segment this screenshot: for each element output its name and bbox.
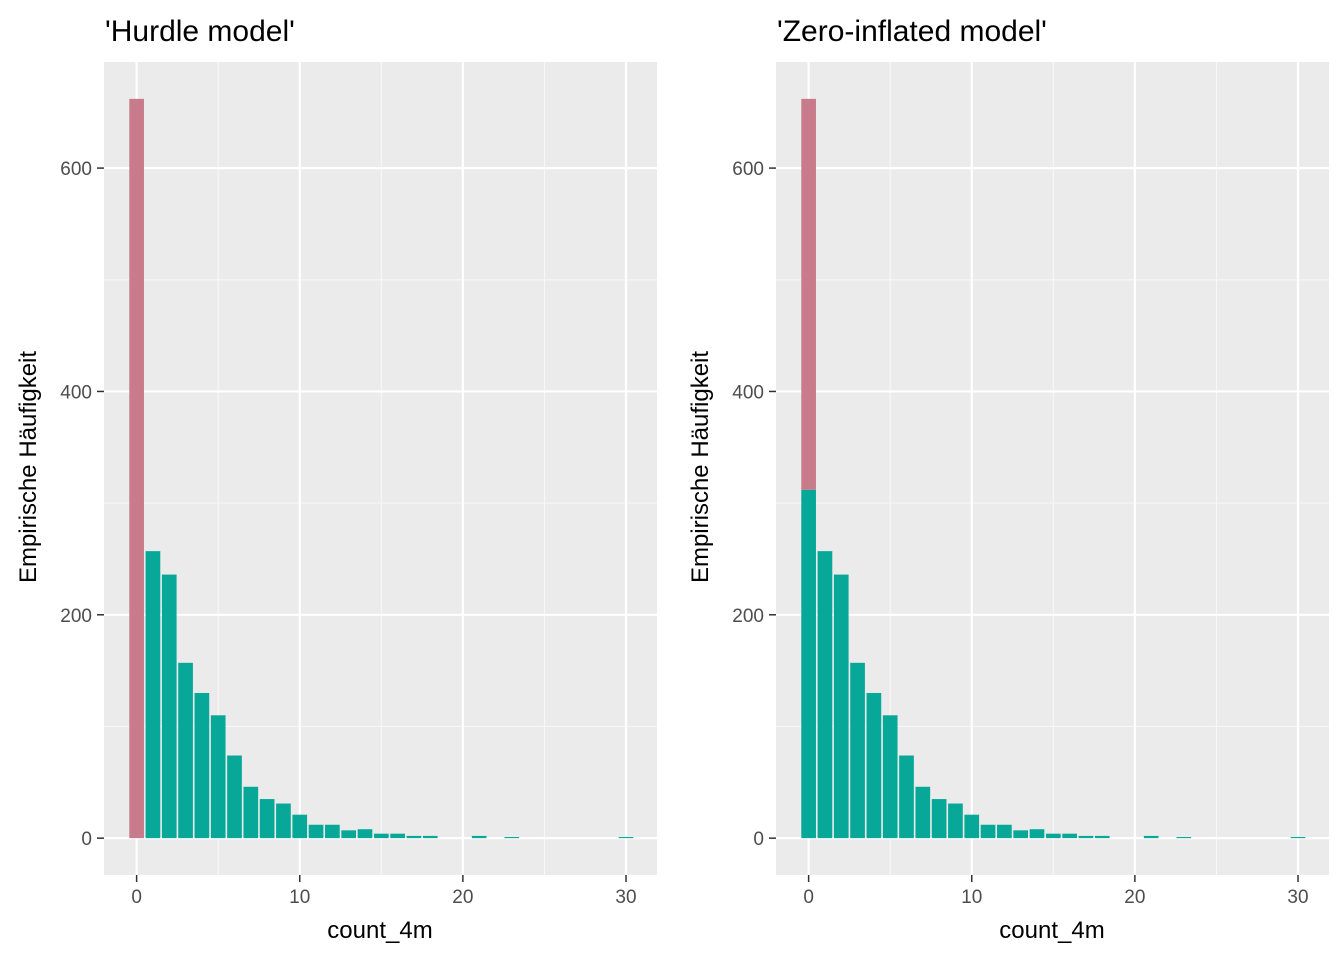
bar xyxy=(833,574,849,839)
x-axis-title: count_4m xyxy=(327,917,432,944)
bar xyxy=(276,803,291,839)
bar xyxy=(210,715,226,839)
plot-area: 0 10 20 30 0 200 400 600 xyxy=(60,62,657,908)
y-axis-title: Empirische Häufigkeit xyxy=(687,351,714,583)
bar xyxy=(1143,835,1159,839)
bar xyxy=(325,824,340,839)
bar xyxy=(292,814,308,839)
x-tick-label: 0 xyxy=(131,887,142,908)
bar xyxy=(504,837,520,839)
y-tick-label: 400 xyxy=(732,382,764,403)
bar xyxy=(1045,833,1061,839)
bar xyxy=(915,786,931,839)
bar xyxy=(964,814,980,839)
x-tick-label: 20 xyxy=(1124,887,1145,908)
bar xyxy=(850,662,865,839)
bar xyxy=(1094,835,1110,839)
bar xyxy=(243,786,259,839)
bar xyxy=(948,803,963,839)
bar xyxy=(1062,833,1077,839)
bar xyxy=(390,833,405,839)
x-tick-label: 0 xyxy=(803,887,814,908)
chart-title: 'Hurdle model' xyxy=(105,15,295,48)
y-tick-label: 400 xyxy=(60,382,92,403)
x-tick-label: 10 xyxy=(961,887,982,908)
bar xyxy=(471,835,487,839)
bar xyxy=(341,830,357,839)
bar xyxy=(194,692,210,839)
plot-area: 0 10 20 30 0 200 400 600 xyxy=(732,62,1329,908)
y-axis-title: Empirische Häufigkeit xyxy=(15,351,42,583)
bar xyxy=(373,833,389,839)
bar xyxy=(899,755,914,839)
y-tick-label: 200 xyxy=(732,606,764,627)
y-tick-label: 0 xyxy=(753,829,764,850)
chart-title: 'Zero-inflated model' xyxy=(777,15,1047,48)
bar xyxy=(161,574,177,839)
bar xyxy=(817,551,833,839)
y-tick-label: 600 xyxy=(60,159,92,180)
bar xyxy=(1290,837,1306,839)
bar xyxy=(129,98,144,839)
bar xyxy=(1029,829,1045,839)
bar xyxy=(1078,835,1094,839)
bar xyxy=(178,662,193,839)
x-tick-label: 30 xyxy=(615,887,636,908)
bar xyxy=(618,837,634,839)
bar xyxy=(1176,837,1192,839)
y-tick-label: 600 xyxy=(732,159,764,180)
bar xyxy=(997,824,1012,839)
bar xyxy=(1013,830,1029,839)
bar xyxy=(145,551,161,839)
bar xyxy=(259,799,275,839)
x-tick-label: 10 xyxy=(289,887,310,908)
bar xyxy=(422,835,438,839)
bar xyxy=(308,824,324,839)
bar xyxy=(801,489,816,839)
bar xyxy=(866,692,882,839)
bar xyxy=(980,824,996,839)
panel-hurdle-model: 0 10 20 30 0 200 400 600 'Hurdle model' count_4… xyxy=(15,15,657,944)
bar xyxy=(801,98,816,490)
bar xyxy=(882,715,898,839)
bar xyxy=(357,829,373,839)
x-tick-label: 20 xyxy=(452,887,473,908)
x-axis-title: count_4m xyxy=(999,917,1104,944)
bar xyxy=(406,835,422,839)
y-tick-label: 200 xyxy=(60,606,92,627)
bar xyxy=(227,755,242,839)
x-tick-label: 30 xyxy=(1287,887,1308,908)
bar xyxy=(931,799,947,839)
y-tick-label: 0 xyxy=(81,829,92,850)
